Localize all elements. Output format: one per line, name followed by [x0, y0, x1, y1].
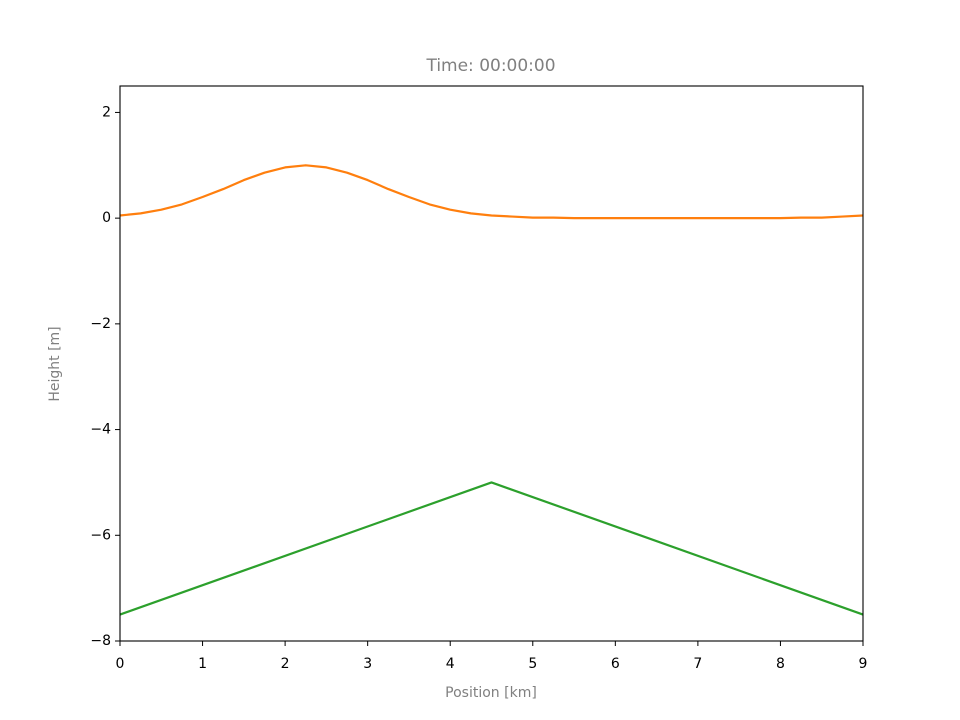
- y-tick-label: −6: [90, 527, 111, 543]
- x-tick-label: 3: [363, 656, 372, 672]
- x-tick-label: 5: [528, 656, 537, 672]
- y-tick-label: −2: [90, 316, 111, 332]
- plot-frame: [119, 85, 864, 642]
- x-tick-label: 4: [446, 656, 455, 672]
- y-axis-label: Height [m]: [47, 326, 63, 401]
- x-tick-label: 2: [281, 656, 290, 672]
- y-tick-label: 2: [102, 104, 111, 120]
- y-tick-label: −8: [90, 633, 111, 649]
- series-line: [119, 481, 864, 616]
- y-tick-label: −4: [90, 422, 111, 438]
- series-line: [119, 164, 864, 220]
- chart-title: Time: 00:00:00: [425, 56, 555, 76]
- x-tick-label: 9: [859, 656, 868, 672]
- x-tick-label: 7: [693, 656, 702, 672]
- x-tick-label: 0: [116, 656, 125, 672]
- x-tick-label: 6: [611, 656, 620, 672]
- x-tick-label: 1: [198, 656, 207, 672]
- x-axis-label: Position [km]: [445, 685, 537, 701]
- y-tick-label: 0: [102, 210, 111, 226]
- x-tick-label: 8: [776, 656, 785, 672]
